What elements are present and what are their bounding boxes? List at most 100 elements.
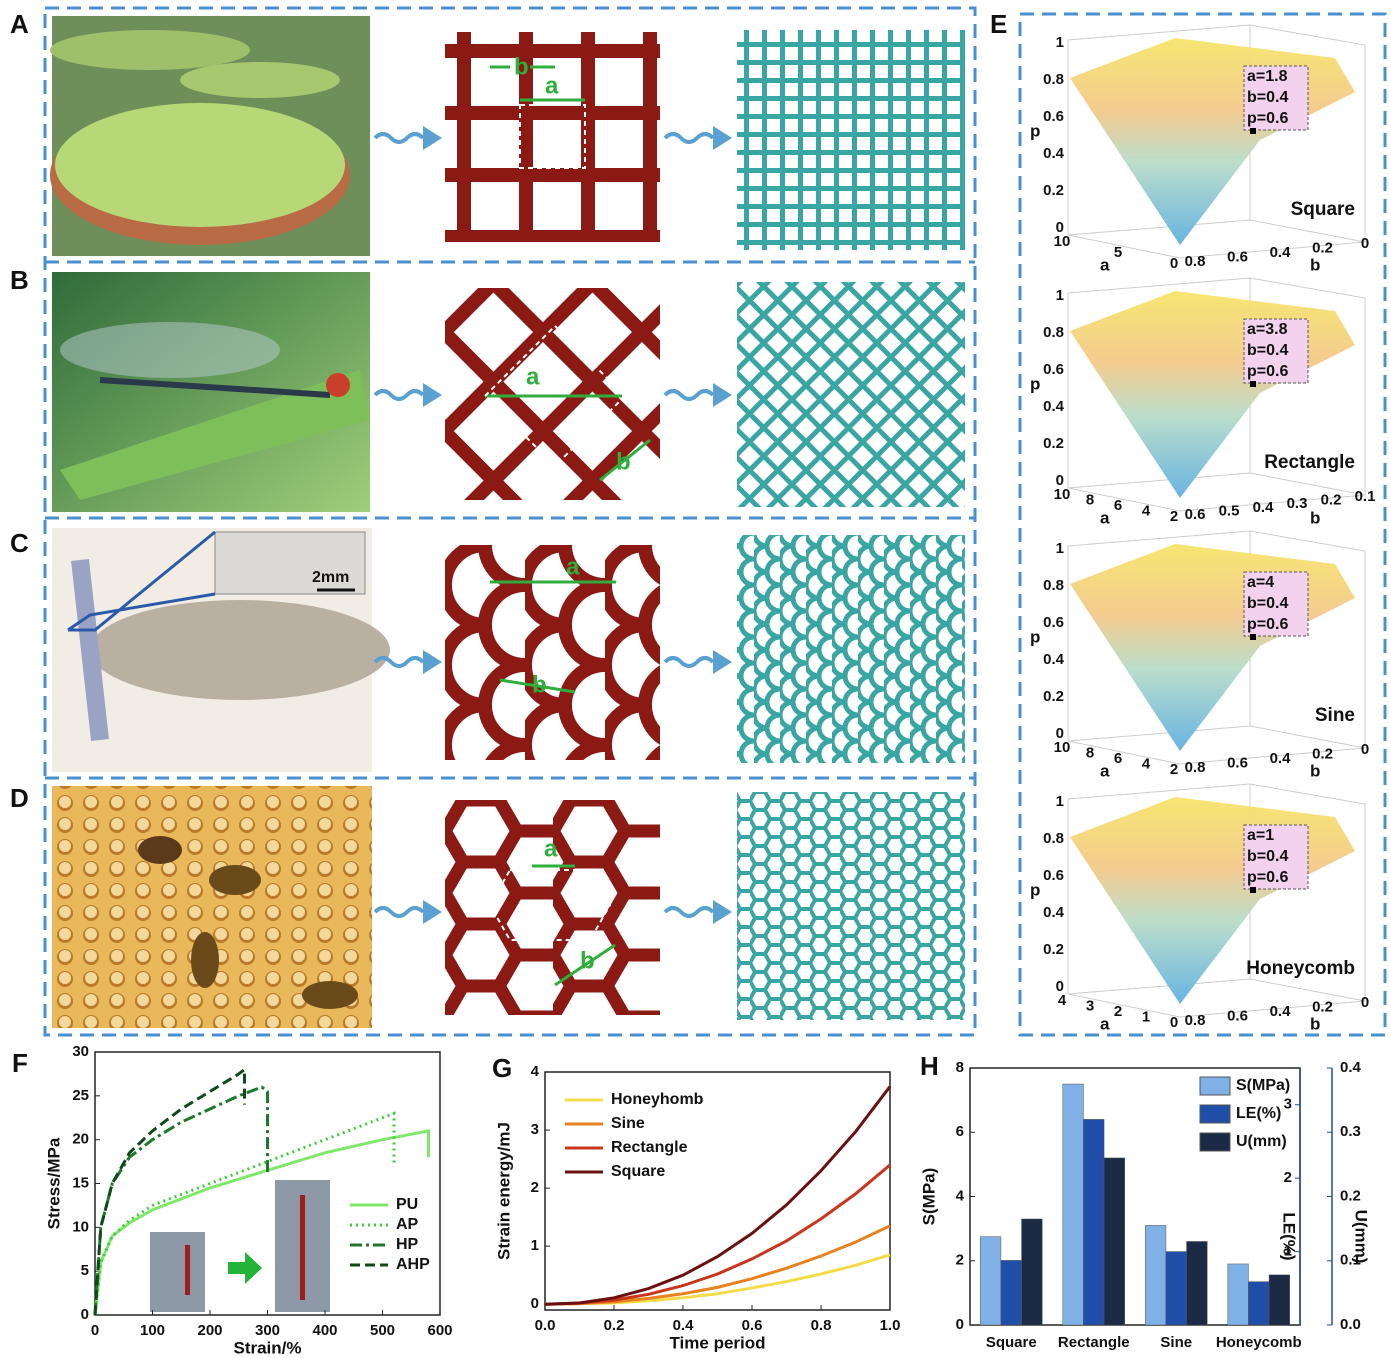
- param-point: [1250, 887, 1256, 893]
- y-tick-label: 0: [531, 1295, 539, 1312]
- y-tick-label: 0: [956, 1316, 964, 1333]
- z-tick-label: 1: [1056, 287, 1064, 304]
- y-tick-label: 2: [531, 1179, 539, 1196]
- a-tick-label: 2: [1170, 761, 1178, 778]
- x-tick-label: 1.0: [880, 1317, 901, 1334]
- param-text: p=0.6: [1247, 110, 1288, 127]
- page: {"panel_labels": ["A", "B", "C", "D", "E…: [0, 0, 1391, 1358]
- x-tick-label: 0.4: [673, 1317, 695, 1334]
- x-tick-label: 0.2: [604, 1317, 625, 1334]
- y-tick-label: 3: [531, 1121, 539, 1138]
- scale-label: 2mm: [312, 569, 349, 586]
- z-tick-label: 0.8: [1043, 324, 1064, 341]
- param-text: b=0.4: [1247, 89, 1288, 106]
- y-tick-label: 1: [531, 1237, 539, 1254]
- param-point: [1250, 381, 1256, 387]
- a-tick-label: 5: [1114, 244, 1122, 261]
- unit-square: [445, 32, 660, 242]
- y-tick-label: 2: [956, 1252, 964, 1269]
- series-line: [545, 1255, 890, 1304]
- legend-label: LE(%): [1236, 1105, 1281, 1122]
- param-text: a=3.8: [1247, 321, 1288, 338]
- z-axis-label: p: [1030, 880, 1040, 899]
- b-tick-label: 0.4: [1253, 499, 1275, 516]
- legend-label: Rectangle: [611, 1139, 688, 1156]
- x-tick-label: Square: [986, 1334, 1037, 1351]
- z-tick-label: 0.8: [1043, 71, 1064, 88]
- unit-honeycomb: [445, 800, 660, 1015]
- legend-swatch: [1200, 1077, 1230, 1095]
- b-axis-label: b: [1310, 508, 1320, 527]
- b-tick-label: 0.6: [1227, 1007, 1248, 1024]
- a-tick-label: 0: [1170, 1014, 1178, 1031]
- x-tick-label: Rectangle: [1058, 1334, 1130, 1351]
- legend-label: AP: [396, 1216, 419, 1233]
- b-tick-label: 0.3: [1287, 495, 1308, 512]
- surface-name: Sine: [1315, 705, 1355, 726]
- z-tick-label: 0.2: [1043, 941, 1064, 958]
- b-tick-label: 0: [1361, 235, 1369, 252]
- a-axis-label: a: [1100, 508, 1110, 527]
- y-tick-label: 4: [531, 1063, 540, 1080]
- z-tick-label: 0.6: [1043, 867, 1064, 884]
- b-tick-label: 0.5: [1219, 502, 1240, 519]
- bar: [1022, 1219, 1043, 1325]
- a-tick-label: 10: [1054, 233, 1071, 250]
- y2-axis-label: LE(%): [1280, 1212, 1299, 1260]
- legend-label: Square: [611, 1163, 665, 1180]
- z-tick-label: 0.6: [1043, 108, 1064, 125]
- bar: [1104, 1158, 1125, 1325]
- b-tick-label: 0.8: [1185, 1012, 1206, 1029]
- b-tick-label: 0.2: [1321, 492, 1342, 509]
- photo-honeycomb: [52, 786, 372, 1028]
- legend-label: AHP: [396, 1256, 430, 1273]
- surface-name: Rectangle: [1264, 452, 1355, 473]
- annotation: a: [526, 363, 540, 390]
- series-line: [545, 1087, 890, 1305]
- b-tick-label: 0: [1361, 741, 1369, 758]
- lattice-rectangle: [737, 282, 965, 507]
- bar: [1248, 1282, 1269, 1325]
- y-tick-label: 5: [81, 1262, 89, 1279]
- legend-swatch: [1200, 1105, 1230, 1123]
- lattice-square: [737, 30, 965, 250]
- a-tick-label: 4: [1058, 992, 1067, 1009]
- panel-label: F: [12, 1048, 28, 1078]
- bar: [1145, 1225, 1166, 1325]
- param-point: [1250, 634, 1256, 640]
- a-tick-label: 8: [1086, 491, 1094, 508]
- param-text: b=0.4: [1247, 595, 1288, 612]
- z-tick-label: 1: [1056, 540, 1064, 557]
- z-tick-label: 0.4: [1043, 398, 1065, 415]
- a-tick-label: 4: [1142, 502, 1151, 519]
- series-line: [95, 1131, 429, 1315]
- z-tick-label: 0.4: [1043, 145, 1065, 162]
- z-tick-label: 0.2: [1043, 688, 1064, 705]
- param-text: b=0.4: [1247, 848, 1288, 865]
- y-axis-label: Stress/MPa: [44, 1137, 63, 1229]
- a-tick-label: 2: [1114, 1003, 1122, 1020]
- b-tick-label: 0.4: [1270, 1003, 1292, 1020]
- y2-tick-label: 3: [1284, 1096, 1292, 1113]
- y3-tick-label: 0.3: [1340, 1123, 1361, 1140]
- annotation: a: [566, 553, 580, 580]
- legend-label: S(MPa): [1236, 1077, 1290, 1094]
- param-text: a=1: [1247, 827, 1274, 844]
- legend-label: HP: [396, 1236, 419, 1253]
- annotation: b: [532, 671, 547, 698]
- x-tick-label: 0.6: [742, 1317, 763, 1334]
- bar: [980, 1237, 1001, 1325]
- y3-tick-label: 0.2: [1340, 1187, 1361, 1204]
- photo-dragonfly: [52, 272, 370, 512]
- z-tick-label: 0.6: [1043, 361, 1064, 378]
- y-tick-label: 25: [72, 1087, 89, 1104]
- z-tick-label: 0.6: [1043, 614, 1064, 631]
- surface-name: Square: [1291, 199, 1355, 220]
- bar: [1063, 1084, 1084, 1325]
- b-tick-label: 0.4: [1270, 244, 1292, 261]
- bar: [1228, 1264, 1249, 1325]
- a-tick-label: 1: [1142, 1008, 1150, 1025]
- photo-shrimp: [52, 528, 390, 772]
- y-tick-label: 4: [956, 1187, 965, 1204]
- bar: [1187, 1241, 1208, 1325]
